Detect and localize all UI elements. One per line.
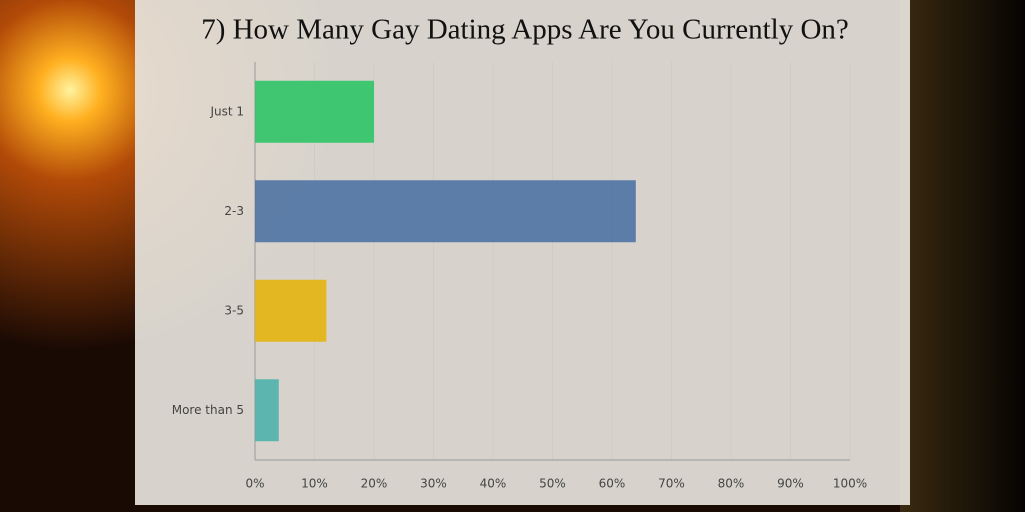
y-tick-label: More than 5: [172, 403, 244, 417]
panel: [135, 0, 910, 505]
y-tick-label: Just 1: [209, 104, 244, 118]
x-tick-label: 0%: [245, 477, 264, 491]
x-tick-label: 50%: [539, 477, 566, 491]
x-tick-label: 30%: [420, 477, 447, 491]
bar: [255, 180, 636, 243]
x-tick-label: 40%: [480, 477, 507, 491]
bar: [255, 379, 279, 442]
bar: [255, 279, 327, 342]
background-right: [900, 0, 1025, 512]
x-tick-label: 10%: [301, 477, 328, 491]
x-tick-label: 90%: [777, 477, 804, 491]
chart-title: 7) How Many Gay Dating Apps Are You Curr…: [201, 14, 849, 46]
x-tick-label: 80%: [718, 477, 745, 491]
x-tick-label: 20%: [361, 477, 388, 491]
y-tick-label: 2-3: [224, 204, 244, 218]
x-tick-label: 60%: [599, 477, 626, 491]
x-tick-label: 100%: [833, 477, 867, 491]
x-tick-label: 70%: [658, 477, 685, 491]
y-tick-label: 3-5: [224, 303, 244, 317]
bar: [255, 80, 374, 143]
